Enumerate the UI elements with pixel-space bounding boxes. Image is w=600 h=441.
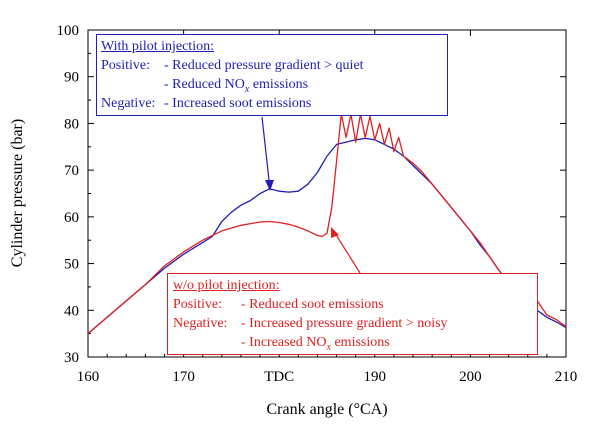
with-pilot-title: With pilot injection: <box>101 39 214 54</box>
y-tick-label: 40 <box>64 303 79 319</box>
y-tick-label: 70 <box>64 163 79 179</box>
y-tick-label: 80 <box>64 116 79 132</box>
without-pilot-negative-label: Negative: <box>173 316 228 331</box>
annotation-arrows <box>261 116 361 274</box>
red-arrow-line <box>332 229 361 274</box>
red-arrow-head <box>331 227 339 238</box>
axis-ticks: 160 170 TDC 190 200 210 30 40 50 60 70 80 90 100 <box>57 23 578 385</box>
without-pilot-positive-1: - Reduced soot emissions <box>241 297 384 312</box>
y-tick-label: 60 <box>64 210 79 226</box>
y-axis-title: Cylinder pressure (bar) <box>9 119 26 267</box>
without-pilot-negative-2: - Increased NOx emissions <box>241 335 390 353</box>
with-pilot-positive-2: - Reduced NOx emissions <box>164 77 309 95</box>
y-tick-label: 30 <box>64 350 79 366</box>
with-pilot-positive-1: - Reduced pressure gradient > quiet <box>164 58 364 73</box>
y-tick-label: 100 <box>57 23 80 39</box>
x-tick-label: 160 <box>77 369 100 385</box>
x-tick-label: 190 <box>364 369 387 385</box>
with-pilot-negative-label: Negative: <box>101 96 156 111</box>
with-pilot-positive-label: Positive: <box>101 58 151 73</box>
without-pilot-annotation: w/o pilot injection: Positive: - Reduced … <box>167 273 538 355</box>
without-pilot-title: w/o pilot injection: <box>173 278 280 293</box>
series-without-pilot-line <box>87 113 567 335</box>
x-tick-label: 210 <box>555 369 578 385</box>
x-tick-label: 200 <box>459 369 482 385</box>
without-pilot-negative-1: - Increased pressure gradient > noisy <box>241 316 448 331</box>
with-pilot-negative-1: - Increased soot emissions <box>164 96 312 111</box>
y-tick-label: 50 <box>64 257 79 273</box>
without-pilot-positive-label: Positive: <box>173 297 223 312</box>
series-lines <box>87 113 567 335</box>
blue-arrow-line <box>261 116 271 190</box>
x-axis-title: Crank angle (°CA) <box>266 401 387 418</box>
x-tick-label: TDC <box>264 369 294 385</box>
with-pilot-annotation: With pilot injection: Positive: - Reduced… <box>96 34 448 116</box>
y-tick-label: 90 <box>64 70 79 86</box>
blue-arrow-head <box>265 180 274 191</box>
x-tick-label: 170 <box>172 369 195 385</box>
